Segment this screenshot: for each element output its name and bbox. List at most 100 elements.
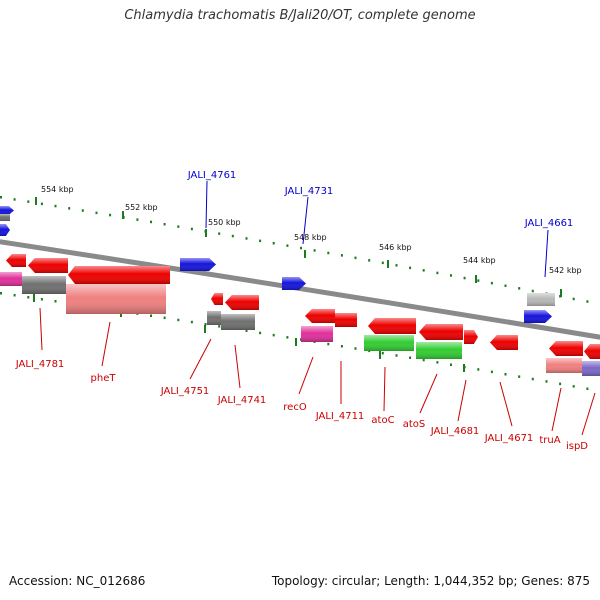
scale-dot [245, 329, 248, 332]
gene-label-phet[interactable]: pheT [91, 373, 117, 384]
gene-label-jali-4731[interactable]: JALI_4731 [284, 186, 334, 197]
gene-label-atoc[interactable]: atoC [371, 415, 394, 426]
gene-jali-4741[interactable] [221, 314, 255, 330]
gene-label-jali-4751[interactable]: JALI_4751 [160, 386, 210, 397]
scale-labels: 554 kbp 552 kbp 550 kbp 548 kbp 546 kbp … [41, 185, 582, 275]
scale-dot [518, 375, 521, 378]
gene-red-2[interactable] [28, 258, 68, 273]
scale-dot [450, 274, 452, 277]
gene-label-jali-4671[interactable]: JALI_4671 [484, 433, 534, 444]
gene-red-1[interactable] [6, 254, 26, 267]
gene-jali-4731-shading [282, 277, 306, 290]
gene-label-jali-4681[interactable]: JALI_4681 [430, 426, 480, 437]
scale-dot [559, 382, 562, 386]
gene-label-trua[interactable]: truA [539, 435, 560, 446]
gene-red-9[interactable] [419, 324, 463, 340]
callout-line [544, 229, 549, 278]
scale-dot [95, 211, 98, 215]
gene-red-7-shading [335, 313, 357, 327]
scale-dot [381, 351, 384, 355]
scale-dot [327, 342, 330, 346]
gene-silver[interactable] [527, 293, 555, 306]
scale-dot [259, 239, 262, 243]
gene-labels-bottom: JALI_4781 pheT JALI_4751 JALI_4741 recO … [15, 359, 589, 452]
gene-blue-edge[interactable] [0, 206, 14, 215]
gene-label-atos[interactable]: atoS [403, 419, 426, 430]
callout-lines-top [205, 180, 549, 278]
scale-dot [327, 251, 330, 255]
gene-jali-4661[interactable] [524, 310, 552, 323]
callout-line [302, 196, 309, 245]
scale-dot [54, 300, 57, 303]
gene-reco[interactable] [301, 326, 333, 342]
gene-atos[interactable] [416, 342, 462, 359]
callout-lines-bottom [39, 307, 596, 436]
scale-dot [177, 225, 180, 228]
gene-red-3[interactable] [68, 266, 170, 284]
scale-dot [436, 361, 439, 364]
gene-label-jali-4781[interactable]: JALI_4781 [15, 359, 65, 370]
scale-dot [395, 354, 398, 357]
scale-label-546: 546 kbp [379, 243, 412, 252]
scale-dot [259, 331, 262, 335]
gene-red-10[interactable] [464, 330, 478, 344]
callout-line [39, 307, 43, 351]
gene-red-8[interactable] [368, 318, 416, 334]
scale-dot [272, 242, 275, 245]
gene-jali-4731[interactable] [282, 277, 306, 290]
callout-line [419, 373, 438, 414]
scale-dot [163, 223, 166, 226]
scale-dot [218, 325, 221, 328]
scale-dot [395, 264, 398, 267]
gene-atoc[interactable] [364, 335, 414, 351]
gene-blue-edge-2[interactable] [0, 224, 10, 236]
gene-phet[interactable] [66, 284, 166, 314]
gene-label-jali-4711[interactable]: JALI_4711 [315, 411, 365, 422]
gene-red-12[interactable] [584, 344, 600, 359]
gene-red-7[interactable] [335, 313, 357, 327]
scale-dot [286, 244, 289, 247]
gene-red-6[interactable] [305, 309, 335, 323]
gene-red-5[interactable] [225, 295, 259, 310]
gene-ispd-shading [582, 361, 600, 376]
gene-label-ispd[interactable]: ispD [566, 441, 588, 452]
callout-line [581, 392, 596, 436]
scale-dot [531, 289, 534, 293]
gene-gray-edge[interactable] [0, 214, 10, 221]
gene-jali-4751[interactable] [207, 311, 221, 325]
gene-red-11[interactable] [549, 341, 583, 356]
scale-dot [531, 377, 534, 381]
gene-label-reco[interactable]: recO [283, 402, 307, 413]
scale-dot [490, 281, 493, 285]
scale-dot [463, 276, 466, 280]
gene-label-jali-4761[interactable]: JALI_4761 [187, 170, 237, 181]
gene-reco-shading [301, 326, 333, 342]
scale-dot [136, 218, 139, 221]
gene-red-6-shading [305, 309, 335, 323]
scale-dot [422, 269, 425, 272]
scale-dot [40, 202, 43, 206]
scale-dot [354, 256, 357, 260]
scale-label-544: 544 kbp [463, 256, 496, 265]
gene-gray-1[interactable] [22, 276, 66, 294]
scale-dot [545, 380, 548, 383]
gene-jali-4671[interactable] [490, 335, 518, 350]
gene-jali-4761[interactable] [180, 258, 216, 271]
scale-dot [572, 385, 575, 388]
scale-dot [245, 237, 248, 240]
gene-ispd[interactable] [582, 361, 600, 376]
gene-jali-4781[interactable] [0, 272, 22, 286]
gene-label-jali-4741[interactable]: JALI_4741 [217, 395, 267, 406]
scale-dot [0, 292, 2, 295]
gene-jali-4741-shading [221, 314, 255, 330]
scale-dot [150, 314, 152, 317]
gene-trua[interactable] [546, 358, 582, 373]
scale-dot [313, 249, 316, 252]
scale-dot [340, 254, 343, 257]
gene-red-4[interactable] [211, 293, 223, 305]
callout-line [457, 379, 467, 422]
gene-label-jali-4661[interactable]: JALI_4661 [524, 218, 574, 229]
gene-silver-shading [527, 293, 555, 306]
gene-gray-1-shading [22, 276, 66, 294]
gene-labels-top: JALI_4761 JALI_4731 JALI_4661 [187, 170, 574, 229]
